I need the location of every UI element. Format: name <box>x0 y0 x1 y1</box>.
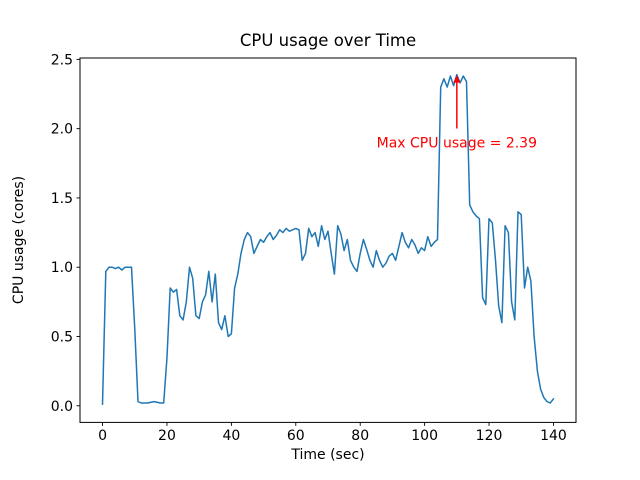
y-tick-label: 2.0 <box>51 122 73 138</box>
y-tick-label: 2.5 <box>51 52 73 68</box>
y-axis-ticks: 0.0 0.5 1.0 1.5 2.0 2.5 <box>51 52 80 415</box>
max-annotation: Max CPU usage = 2.39 <box>377 75 537 152</box>
y-axis-label: CPU usage (cores) <box>11 176 27 304</box>
y-tick-label: 0.0 <box>51 399 73 415</box>
x-tick-label: 0 <box>98 428 107 444</box>
annotation-text: Max CPU usage = 2.39 <box>377 136 537 152</box>
y-tick-label: 0.5 <box>51 329 73 345</box>
annotation-arrowhead-icon <box>453 75 461 83</box>
x-tick-label: 140 <box>540 428 567 444</box>
x-tick-label: 20 <box>158 428 176 444</box>
x-tick-label: 60 <box>287 428 305 444</box>
x-axis-label: Time (sec) <box>290 447 364 463</box>
x-axis-ticks: 0 20 40 60 80 100 120 140 <box>98 422 567 444</box>
x-tick-label: 80 <box>351 428 369 444</box>
cpu-usage-line <box>101 73 555 406</box>
plot-area-border <box>79 57 577 423</box>
x-tick-label: 100 <box>411 428 438 444</box>
x-tick-label: 120 <box>476 428 503 444</box>
chart-title: CPU usage over Time <box>240 31 416 50</box>
y-tick-label: 1.5 <box>51 191 73 207</box>
y-tick-label: 1.0 <box>51 260 73 276</box>
x-tick-label: 40 <box>222 428 240 444</box>
